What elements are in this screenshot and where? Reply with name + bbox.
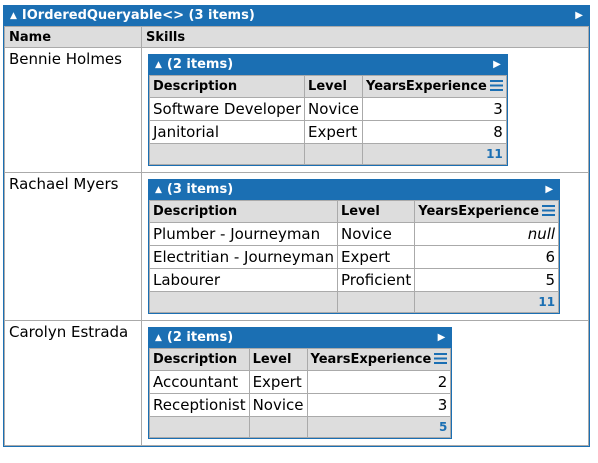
column-header-years-experience[interactable]: YearsExperience: [414, 200, 560, 223]
level-cell: Expert: [336, 245, 416, 269]
years-cell: 3: [306, 393, 452, 417]
skills-cell: ▲ (2 items) ▶ Description Level YearsExpe…: [141, 320, 589, 446]
column-header-level[interactable]: Level: [336, 200, 416, 223]
column-header-level[interactable]: Level: [304, 75, 363, 98]
years-cell-null: null: [414, 222, 560, 246]
collapse-icon[interactable]: ▲: [10, 11, 17, 21]
level-cell: Expert: [304, 120, 363, 144]
subtable-header[interactable]: ▲ (3 items) ▶: [149, 180, 560, 200]
column-header-years-experience[interactable]: YearsExperience: [306, 348, 452, 371]
years-total: 11: [361, 143, 507, 165]
level-cell: Novice: [336, 222, 416, 246]
level-cell: Novice: [248, 393, 308, 417]
subtable-title: (3 items): [166, 182, 234, 197]
years-cell: 5: [414, 268, 560, 292]
years-total: 11: [414, 291, 560, 313]
table-row: Software Developer Novice 3: [148, 97, 507, 121]
root-header[interactable]: ▲ IOrderedQueryable<> (3 items) ▶: [4, 6, 589, 26]
totals-row: 11: [148, 143, 507, 165]
root-table: Name Skills Bennie Holmes ▲ (2 items) ▶: [4, 26, 589, 446]
table-row: Receptionist Novice 3: [149, 393, 452, 417]
column-header-years-experience[interactable]: YearsExperience: [361, 75, 507, 98]
name-cell: Carolyn Estrada: [4, 320, 142, 446]
column-menu-icon[interactable]: [434, 353, 448, 364]
column-header-skills[interactable]: Skills: [141, 26, 589, 48]
description-cell: Labourer: [149, 268, 338, 292]
years-cell: 2: [306, 370, 452, 394]
table-row: Carolyn Estrada ▲ (2 items) ▶ Description…: [4, 320, 589, 446]
totals-row: 5: [149, 416, 452, 438]
column-header-label: YearsExperience: [418, 204, 540, 219]
years-cell: 6: [414, 245, 560, 269]
table-row: Bennie Holmes ▲ (2 items) ▶ Description L…: [4, 47, 589, 173]
column-header-description[interactable]: Description: [148, 75, 306, 98]
subtable-header[interactable]: ▲ (2 items) ▶: [149, 55, 507, 75]
years-cell: 8: [361, 120, 507, 144]
level-cell: Novice: [304, 97, 363, 121]
column-header-description[interactable]: Description: [149, 200, 338, 223]
totals-empty-cell: [336, 291, 416, 313]
results-grid: ▲ IOrderedQueryable<> (3 items) ▶ Name Sk…: [3, 5, 590, 447]
expand-icon[interactable]: ▶: [545, 184, 554, 195]
subtable-title: (2 items): [166, 57, 234, 72]
skills-cell: ▲ (2 items) ▶ Description Level YearsExpe…: [141, 47, 589, 173]
table-row: Janitorial Expert 8: [148, 120, 507, 144]
table-row: Accountant Expert 2: [149, 370, 452, 394]
subtable-title: (2 items): [166, 330, 234, 345]
collapse-icon[interactable]: ▲: [155, 60, 162, 70]
expand-icon[interactable]: ▶: [575, 10, 583, 21]
totals-empty-cell: [149, 291, 338, 313]
subtable-header[interactable]: ▲ (2 items) ▶: [149, 328, 452, 348]
column-header-level[interactable]: Level: [248, 348, 308, 371]
description-cell: Electritian - Journeyman: [149, 245, 338, 269]
table-row: Rachael Myers ▲ (3 items) ▶ Description L…: [4, 172, 589, 321]
column-menu-icon[interactable]: [542, 205, 556, 216]
description-cell: Receptionist: [149, 393, 250, 417]
description-cell: Software Developer: [148, 97, 306, 121]
totals-empty-cell: [149, 416, 250, 438]
description-cell: Plumber - Journeyman: [149, 222, 338, 246]
column-menu-icon[interactable]: [489, 80, 503, 91]
skills-subtable: ▲ (2 items) ▶ Description Level YearsExpe…: [148, 54, 508, 166]
level-cell: Expert: [248, 370, 308, 394]
description-cell: Accountant: [149, 370, 250, 394]
column-header-label: YearsExperience: [310, 352, 432, 367]
description-cell: Janitorial: [148, 120, 306, 144]
table-row: Labourer Proficient 5: [149, 268, 560, 292]
table-row: Plumber - Journeyman Novice null: [149, 222, 560, 246]
totals-empty-cell: [304, 143, 363, 165]
column-header-description[interactable]: Description: [149, 348, 250, 371]
column-header-label: YearsExperience: [365, 79, 487, 94]
collapse-icon[interactable]: ▲: [155, 333, 162, 343]
table-row: Electritian - Journeyman Expert 6: [149, 245, 560, 269]
name-cell: Rachael Myers: [4, 172, 142, 321]
expand-icon[interactable]: ▶: [437, 332, 446, 343]
column-header-name[interactable]: Name: [4, 26, 142, 48]
totals-row: 11: [149, 291, 560, 313]
skills-cell: ▲ (3 items) ▶ Description Level YearsExpe…: [141, 172, 589, 321]
skills-subtable: ▲ (3 items) ▶ Description Level YearsExpe…: [148, 179, 561, 314]
expand-icon[interactable]: ▶: [493, 59, 501, 70]
skills-subtable: ▲ (2 items) ▶ Description Level YearsExpe…: [148, 327, 453, 439]
totals-empty-cell: [148, 143, 306, 165]
collapse-icon[interactable]: ▲: [155, 185, 162, 195]
root-title: IOrderedQueryable<> (3 items): [21, 8, 255, 23]
totals-empty-cell: [248, 416, 308, 438]
level-cell: Proficient: [336, 268, 416, 292]
years-cell: 3: [361, 97, 507, 121]
name-cell: Bennie Holmes: [4, 47, 142, 173]
years-total: 5: [306, 416, 452, 438]
